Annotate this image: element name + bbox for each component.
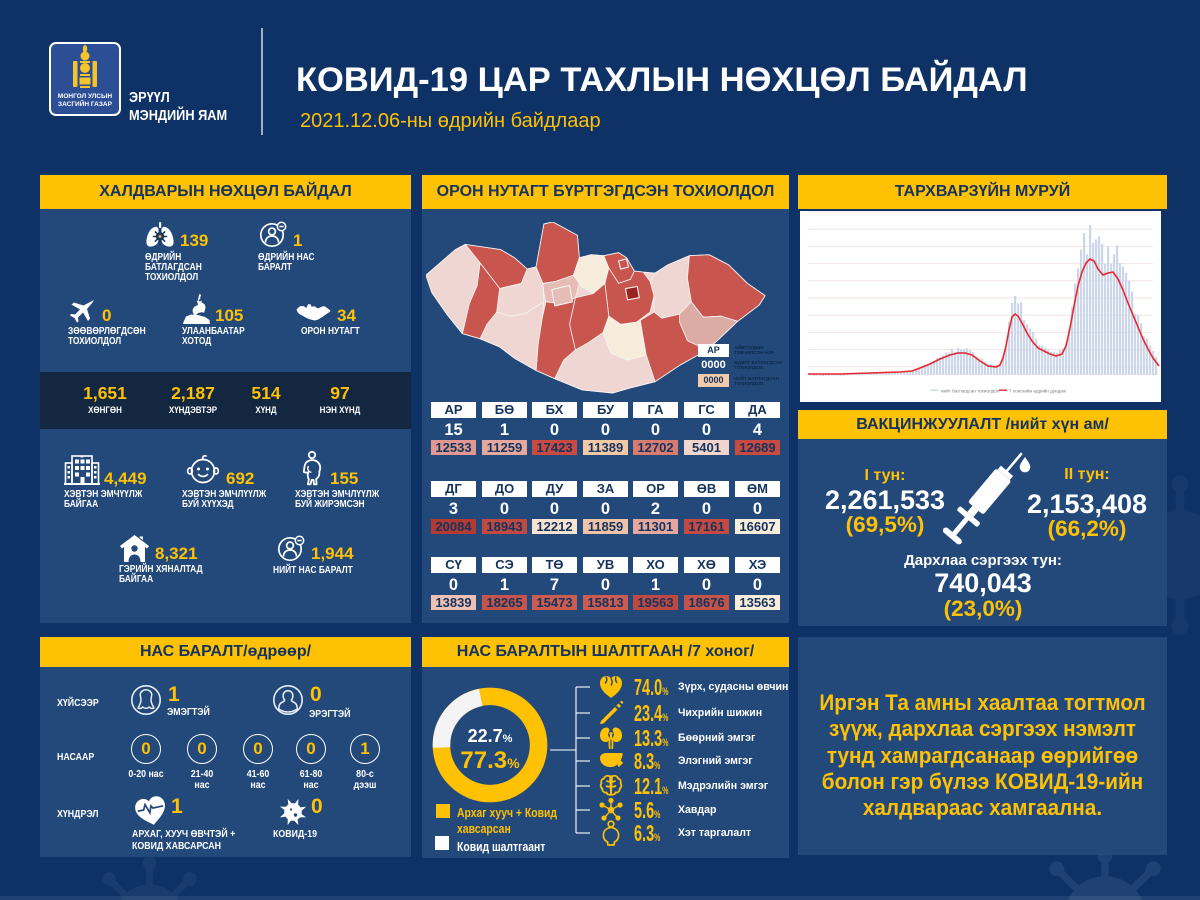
svg-text:7 хоногийн өдрийн дундаж: 7 хоногийн өдрийн дундаж	[1009, 388, 1067, 394]
svg-text:нийт батлагдсан тохиолдол: нийт батлагдсан тохиолдол	[941, 388, 1000, 394]
svg-text:H: H	[81, 454, 84, 459]
